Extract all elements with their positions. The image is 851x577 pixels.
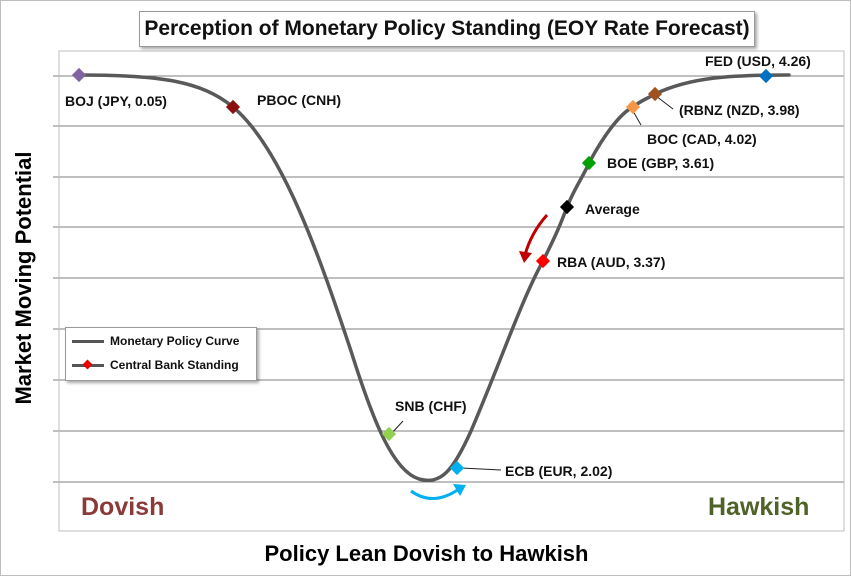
bank-marker	[535, 253, 551, 269]
dovish-shift-arrow-head	[519, 251, 532, 263]
legend-curve-label: Monetary Policy Curve	[110, 334, 240, 348]
bank-marker	[559, 199, 575, 215]
boc-leader-line	[632, 110, 642, 126]
bank-marker	[381, 426, 397, 442]
ecb-leader-line	[460, 467, 502, 471]
bank-label: ECB (EUR, 2.02)	[505, 463, 612, 479]
bank-label: BOJ (JPY, 0.05)	[65, 93, 167, 109]
bank-label: FED (USD, 4.26)	[705, 53, 811, 69]
hawkish-label: Hawkish	[708, 493, 810, 521]
recovery-arrow	[410, 487, 460, 500]
legend-standing-swatch	[72, 359, 104, 369]
bank-marker	[449, 460, 465, 476]
bank-label: BOE (GBP, 3.61)	[607, 155, 714, 171]
legend-standing-label: Central Bank Standing	[110, 358, 239, 372]
dovish-label: Dovish	[81, 493, 165, 521]
dovish-shift-arrow	[523, 214, 549, 256]
legend: Monetary Policy Curve Central Bank Stand…	[65, 327, 257, 381]
legend-entry-curve: Monetary Policy Curve	[72, 334, 239, 348]
plot-border	[58, 50, 845, 532]
bank-label: RBA (AUD, 3.37)	[557, 254, 665, 270]
bank-marker	[758, 68, 774, 84]
bank-marker	[71, 67, 87, 83]
bank-label: PBOC (CNH)	[257, 92, 341, 108]
bank-label: (RBNZ (NZD, 3.98)	[679, 102, 800, 118]
bank-marker	[581, 155, 597, 171]
legend-curve-swatch	[72, 339, 104, 343]
x-axis-label: Policy Lean Dovish to Hawkish	[264, 541, 589, 566]
bank-label: Average	[585, 201, 640, 217]
chart-title: Perception of Monetary Policy Standing (…	[139, 11, 755, 47]
bank-label: SNB (CHF)	[395, 398, 467, 414]
rbnz-leader-line	[655, 95, 674, 110]
bank-marker	[625, 99, 641, 115]
bank-label: BOC (CAD, 4.02)	[647, 131, 757, 147]
legend-entry-standing: Central Bank Standing	[72, 358, 239, 372]
recovery-arrow-head	[453, 484, 466, 496]
bank-marker	[647, 86, 663, 102]
y-axis-label: Market Moving Potential	[11, 151, 36, 405]
